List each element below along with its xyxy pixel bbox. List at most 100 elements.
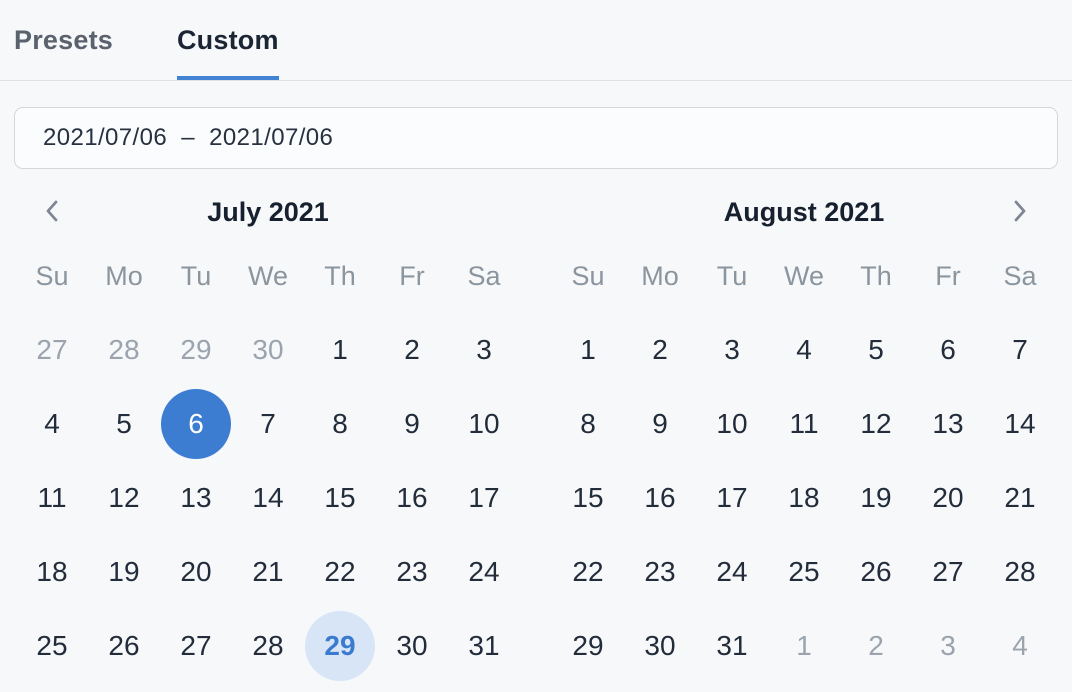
day-cell[interactable]: 12 xyxy=(840,387,912,461)
day-cell[interactable]: 22 xyxy=(552,535,624,609)
day-cell[interactable]: 3 xyxy=(696,313,768,387)
day-cell[interactable]: 21 xyxy=(984,461,1056,535)
day-cell[interactable]: 16 xyxy=(624,461,696,535)
day-cell[interactable]: 17 xyxy=(696,461,768,535)
day-number: 8 xyxy=(580,408,596,439)
month-grid-left: Su Mo Tu We Th Fr Sa 27 28 29 30 1 2 3 4 5 6 7 8 9 10 11 12 13 1… xyxy=(16,239,520,683)
day-cell[interactable]: 1 xyxy=(768,609,840,683)
day-cell[interactable]: 12 xyxy=(88,461,160,535)
day-number: 28 xyxy=(1004,556,1036,587)
day-cell[interactable]: 8 xyxy=(552,387,624,461)
day-cell[interactable]: 29 xyxy=(552,609,624,683)
day-cell[interactable]: 9 xyxy=(376,387,448,461)
day-cell[interactable]: 20 xyxy=(160,535,232,609)
day-number: 7 xyxy=(260,408,276,439)
day-cell[interactable]: 28 xyxy=(88,313,160,387)
day-cell[interactable]: 24 xyxy=(696,535,768,609)
day-cell[interactable]: 16 xyxy=(376,461,448,535)
day-cell[interactable]: 30 xyxy=(376,609,448,683)
day-cell[interactable]: 23 xyxy=(376,535,448,609)
day-number: 4 xyxy=(44,408,60,439)
day-number: 1 xyxy=(796,630,812,661)
day-cell[interactable]: 19 xyxy=(840,461,912,535)
day-number: 30 xyxy=(644,630,676,661)
day-cell[interactable]: 10 xyxy=(696,387,768,461)
day-number: 17 xyxy=(716,482,748,513)
day-cell[interactable]: 24 xyxy=(448,535,520,609)
day-number: 22 xyxy=(324,556,356,587)
day-cell[interactable]: 27 xyxy=(912,535,984,609)
day-cell[interactable]: 22 xyxy=(304,535,376,609)
day-cell[interactable]: 2 xyxy=(376,313,448,387)
day-number: 3 xyxy=(940,630,956,661)
day-cell[interactable]: 2 xyxy=(840,609,912,683)
day-cell[interactable]: 3 xyxy=(912,609,984,683)
day-cell[interactable]: 21 xyxy=(232,535,304,609)
day-cell[interactable]: 5 xyxy=(88,387,160,461)
day-cell[interactable]: 5 xyxy=(840,313,912,387)
day-number: 29 xyxy=(180,334,212,365)
next-month-button[interactable] xyxy=(984,189,1056,233)
day-cell[interactable]: 25 xyxy=(16,609,88,683)
date-range-input[interactable] xyxy=(14,107,1058,169)
date-range-input-wrap xyxy=(0,81,1072,169)
day-cell[interactable]: 18 xyxy=(16,535,88,609)
day-cell[interactable]: 29 xyxy=(160,313,232,387)
day-cell[interactable]: 4 xyxy=(16,387,88,461)
day-number: 1 xyxy=(332,334,348,365)
day-cell[interactable]: 11 xyxy=(16,461,88,535)
day-cell[interactable]: 6 xyxy=(912,313,984,387)
day-number: 1 xyxy=(580,334,596,365)
day-number: 11 xyxy=(789,408,819,439)
day-cell[interactable]: 30 xyxy=(624,609,696,683)
day-number: 29 xyxy=(305,611,375,681)
day-number: 19 xyxy=(108,556,140,587)
day-cell-today[interactable]: 29 xyxy=(304,609,376,683)
prev-month-button[interactable] xyxy=(16,189,88,233)
day-cell[interactable]: 31 xyxy=(696,609,768,683)
day-cell[interactable]: 13 xyxy=(160,461,232,535)
day-cell[interactable]: 27 xyxy=(16,313,88,387)
day-cell[interactable]: 25 xyxy=(768,535,840,609)
day-cell[interactable]: 15 xyxy=(552,461,624,535)
weekday-label: Su xyxy=(35,260,69,291)
tab-custom[interactable]: Custom xyxy=(176,0,279,80)
day-cell[interactable]: 28 xyxy=(232,609,304,683)
day-cell[interactable]: 17 xyxy=(448,461,520,535)
day-cell[interactable]: 8 xyxy=(304,387,376,461)
day-cell[interactable]: 4 xyxy=(984,609,1056,683)
day-cell[interactable]: 1 xyxy=(304,313,376,387)
day-number: 14 xyxy=(252,482,284,513)
day-cell[interactable]: 1 xyxy=(552,313,624,387)
day-cell[interactable]: 14 xyxy=(232,461,304,535)
day-cell[interactable]: 7 xyxy=(232,387,304,461)
day-cell[interactable]: 23 xyxy=(624,535,696,609)
day-cell[interactable]: 31 xyxy=(448,609,520,683)
day-cell[interactable]: 20 xyxy=(912,461,984,535)
day-cell[interactable]: 9 xyxy=(624,387,696,461)
day-cell[interactable]: 4 xyxy=(768,313,840,387)
tab-presets[interactable]: Presets xyxy=(14,24,113,55)
day-cell[interactable]: 11 xyxy=(768,387,840,461)
day-number: 8 xyxy=(332,408,348,439)
day-cell-selected[interactable]: 6 xyxy=(160,387,232,461)
calendars: July 2021 Su Mo Tu We Th Fr Sa 27 28 29 30 1 2 3 4 5 6 7 8… xyxy=(0,185,1072,683)
day-cell[interactable]: 26 xyxy=(840,535,912,609)
day-cell[interactable]: 28 xyxy=(984,535,1056,609)
day-cell[interactable]: 14 xyxy=(984,387,1056,461)
day-number: 27 xyxy=(180,630,212,661)
day-number: 15 xyxy=(572,482,604,513)
weekday-label: We xyxy=(247,260,288,291)
day-number: 2 xyxy=(404,334,420,365)
day-cell[interactable]: 18 xyxy=(768,461,840,535)
day-cell[interactable]: 10 xyxy=(448,387,520,461)
day-cell[interactable]: 3 xyxy=(448,313,520,387)
day-cell[interactable]: 30 xyxy=(232,313,304,387)
day-cell[interactable]: 15 xyxy=(304,461,376,535)
day-cell[interactable]: 13 xyxy=(912,387,984,461)
day-cell[interactable]: 7 xyxy=(984,313,1056,387)
day-cell[interactable]: 26 xyxy=(88,609,160,683)
day-cell[interactable]: 27 xyxy=(160,609,232,683)
day-cell[interactable]: 19 xyxy=(88,535,160,609)
day-cell[interactable]: 2 xyxy=(624,313,696,387)
